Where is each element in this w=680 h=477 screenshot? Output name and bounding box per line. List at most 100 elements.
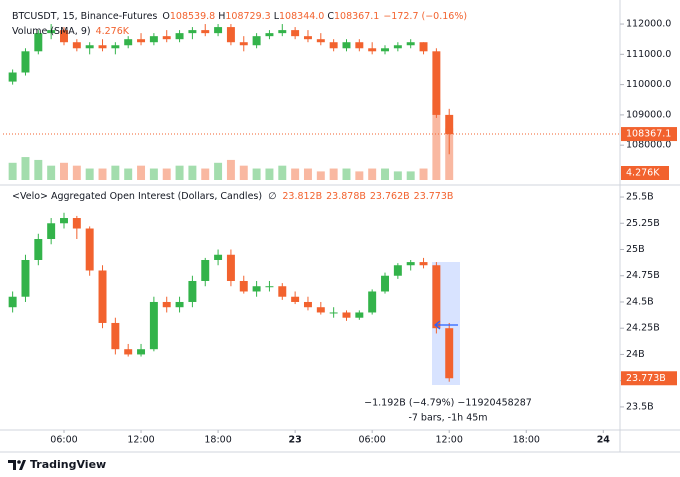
candle-body (162, 301, 171, 308)
oi-legend: <Velo> Aggregated Open Interest (Dollars… (12, 191, 453, 202)
candle-body (406, 42, 415, 46)
x-tick-label: 12:00 (127, 435, 154, 446)
change: −172.7 (−0.16%) (383, 11, 467, 22)
price-legend: BTCUSDT, 15, Binance-Futures O108539.8 H10… (12, 11, 467, 22)
candle-body (381, 275, 389, 292)
candle-body (355, 42, 364, 49)
candle-body (239, 42, 248, 46)
y-tick-label: 108000.0 (626, 140, 671, 151)
candle-body (239, 280, 248, 292)
x-tick-label: 18:00 (513, 435, 540, 446)
candle-body (265, 286, 274, 288)
volume-bar (291, 168, 300, 180)
candle-body (316, 39, 325, 43)
volume-bar (175, 165, 184, 180)
status-icon: ∅ (268, 191, 276, 202)
volume-bar (419, 168, 428, 180)
candle-body (137, 349, 146, 355)
last-value-label: 23.773B (626, 373, 666, 384)
candle-body (381, 48, 389, 52)
volume-bar (393, 171, 402, 180)
candle-body (393, 265, 402, 276)
volume-bar (303, 168, 312, 180)
volume-bar (124, 168, 133, 180)
ohlc-value: 23.762B (370, 191, 410, 202)
volume-bar (278, 165, 287, 180)
y-tick-label: 111000.0 (626, 49, 671, 60)
measure-text: −1.192B (−4.79%) −11920458287 (364, 398, 532, 409)
candle-body (303, 36, 312, 40)
candle-body (278, 30, 287, 34)
candle-body (85, 45, 94, 49)
candle-body (226, 254, 235, 281)
candle-body (226, 27, 235, 43)
y-tick-label: 110000.0 (626, 79, 671, 90)
candle-body (111, 322, 120, 350)
candle-body (162, 36, 171, 40)
volume-value-box (621, 166, 669, 180)
volume-value: 4.276K (96, 26, 130, 37)
candle-body (175, 33, 184, 40)
candle-body (406, 262, 415, 266)
volume-bar (329, 168, 338, 180)
volume-bar (252, 168, 261, 180)
candle-body (8, 72, 17, 82)
x-tick-label: 23 (289, 435, 302, 446)
volume-bar (226, 159, 235, 180)
candle-body (34, 33, 43, 52)
volume-bar (355, 171, 364, 180)
volume-bar (188, 165, 197, 180)
volume-bar (162, 168, 171, 180)
candle-body (329, 42, 338, 49)
candle-body (98, 45, 107, 49)
volume-bar (316, 171, 325, 180)
candle-body (214, 254, 223, 260)
candle-body (149, 301, 158, 350)
logo (8, 460, 26, 470)
volume-bar (60, 162, 68, 180)
candle-body (291, 30, 300, 37)
x-tick-label: 24 (597, 435, 611, 446)
y-tick-label: 109000.0 (626, 109, 671, 120)
last-value-box (621, 127, 677, 142)
volume-bar (8, 162, 17, 180)
candle-body (60, 30, 68, 43)
ohlc-key: H (218, 11, 225, 22)
candle-body (368, 48, 377, 52)
y-tick-label: 24B (626, 349, 645, 360)
candle-body (291, 296, 300, 302)
candle-body (60, 218, 68, 224)
candle-body (137, 39, 146, 43)
y-tick-label: 112000.0 (626, 19, 671, 30)
x-tick-label: 18:00 (204, 435, 231, 446)
candle-body (72, 218, 81, 229)
candle-body (201, 259, 210, 281)
candle-body (252, 36, 261, 46)
volume-value-label: 4.276K (626, 168, 660, 179)
volume-bar (381, 168, 389, 180)
volume-bar (111, 165, 120, 180)
ohlc-value: 108367.1 (334, 11, 379, 22)
candle-body (47, 223, 56, 240)
y-tick-label: 24.5B (626, 296, 654, 307)
symbol: BTCUSDT, 15, Binance-Futures (12, 11, 157, 22)
last-value-label: 108367.1 (626, 129, 671, 140)
candle-body (214, 27, 223, 34)
volume-bar (21, 157, 30, 180)
candle-body (432, 265, 441, 329)
candle-body (72, 42, 81, 49)
y-tick-label: 24.75B (626, 270, 660, 281)
plot-area: 108000.0 109000.0 110000.0 111000.0 112000.0… (3, 19, 677, 446)
candle-body (445, 114, 454, 135)
oi-title: <Velo> Aggregated Open Interest (Dollars… (12, 191, 262, 202)
candle-body (124, 39, 133, 46)
ohlc-key: C (327, 11, 334, 22)
candle-body (393, 45, 402, 49)
ohlc-value: 108344.0 (279, 11, 324, 22)
candle-body (98, 270, 107, 323)
candle-body (419, 262, 428, 266)
last-value-box (621, 371, 677, 386)
x-tick-label: 12:00 (436, 435, 463, 446)
volume-label: Volume (SMA, 9) (12, 26, 91, 37)
